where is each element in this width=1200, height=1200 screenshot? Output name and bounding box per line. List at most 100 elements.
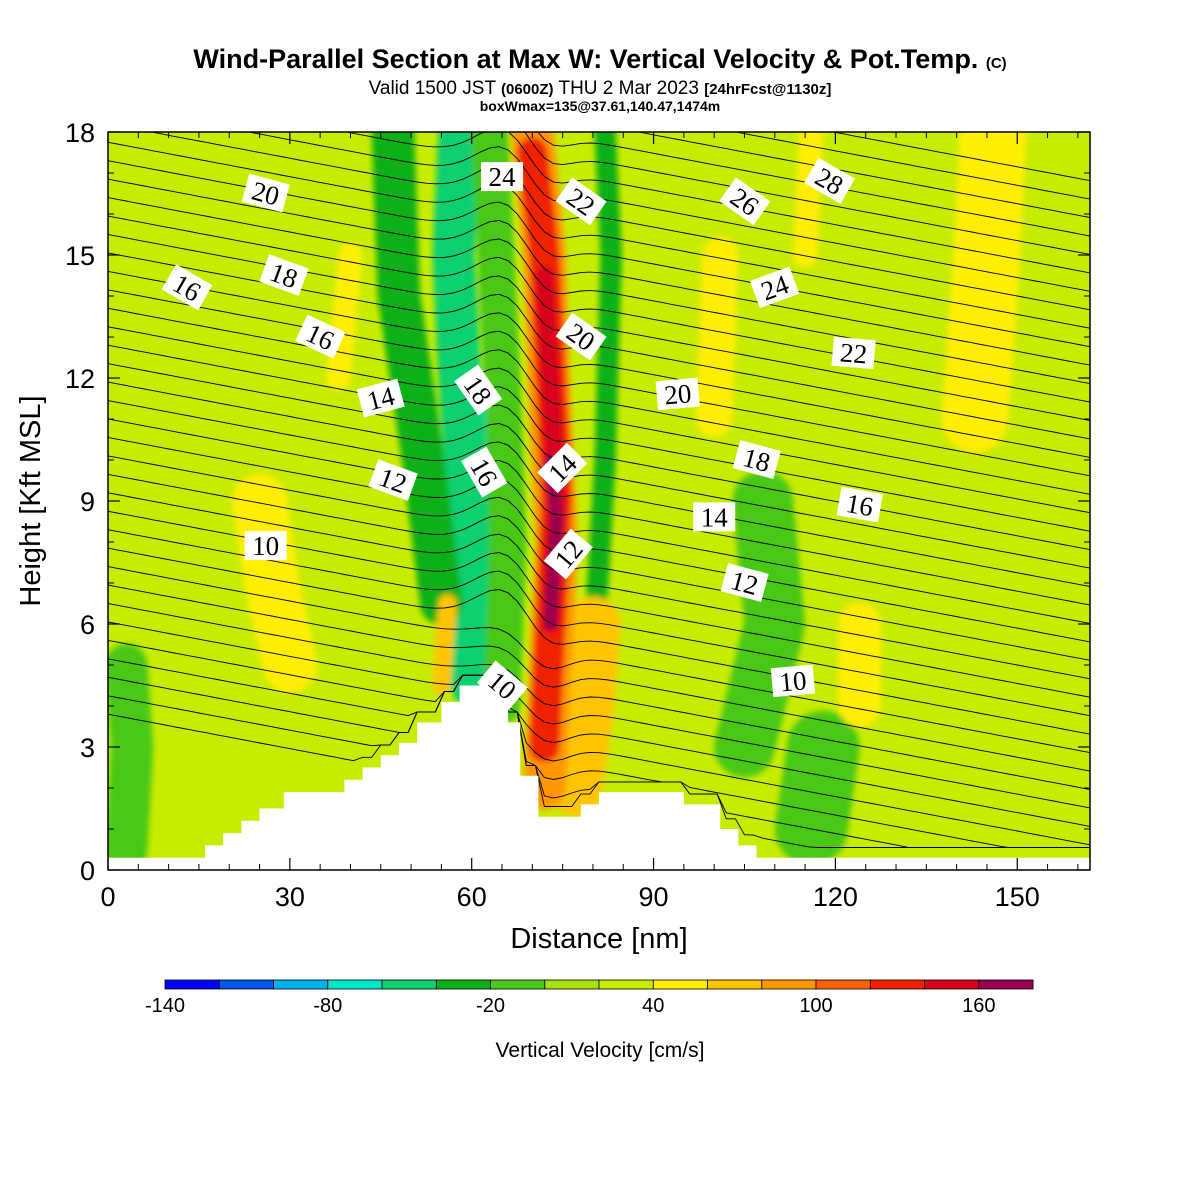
theta-contour-line [108, 436, 1090, 624]
contour-label-box [836, 486, 883, 523]
contour-label-18: 18 [732, 440, 781, 479]
y-tick-label: 6 [80, 610, 95, 640]
colorbar-bin [544, 979, 600, 990]
contour-label-box [476, 660, 528, 710]
contour-label-box [693, 502, 736, 532]
velocity-feature-6 [714, 470, 806, 778]
theta-contour-line [108, 674, 1090, 848]
contour-label-20: 20 [655, 377, 700, 411]
contour-label-14: 14 [693, 502, 736, 532]
x-axis-title: Distance [nm] [510, 923, 687, 955]
velocity-feature-14 [793, 132, 824, 268]
contour-label-box [655, 377, 700, 411]
contour-label-text: 20 [663, 378, 693, 410]
colorbar-bin [924, 979, 980, 990]
valid-time-line: Valid 1500 JST (0600Z) THU 2 Mar 2023 [2… [0, 79, 1200, 99]
colorbar-tick-label: -80 [313, 995, 342, 1017]
x-tick-label: 30 [275, 882, 305, 912]
contour-label-10: 10 [476, 660, 528, 710]
colorbar-bin [327, 979, 383, 990]
contour-label-18: 18 [454, 364, 503, 416]
contour-label-12: 12 [720, 563, 769, 602]
velocity-feature-4 [471, 132, 527, 725]
contour-label-box [720, 563, 769, 602]
theta-contour-line [108, 307, 1090, 495]
colorbar-title: Vertical Velocity [cm/s] [496, 1039, 705, 1062]
theta-contour-line [108, 141, 1090, 329]
colorbar-bin [815, 979, 871, 990]
contour-label-24: 24 [749, 266, 800, 309]
contour-label-text: 10 [252, 531, 279, 561]
chart-title-block: Wind-Parallel Section at Max W: Vertical… [0, 44, 1200, 113]
theta-contour-line [108, 418, 1090, 606]
colorbar-tick-label: 160 [962, 995, 995, 1017]
contour-label-text: 22 [839, 337, 869, 369]
theta-contour-layer [108, 132, 1090, 848]
theta-contour-line [108, 344, 1090, 532]
theta-contour-line [108, 326, 1090, 514]
contour-label-box [555, 177, 607, 226]
y-tick-label: 15 [65, 241, 95, 271]
copyright-mark: (C) [985, 55, 1007, 72]
contour-label-box [719, 177, 771, 226]
colorbar-tick-label: 40 [642, 995, 664, 1017]
colorbar-tick-label: -20 [476, 995, 505, 1017]
contour-label-12: 12 [368, 459, 418, 501]
contour-label-box [749, 266, 800, 309]
contour-label-box [461, 446, 508, 498]
theta-contour-line [108, 400, 1090, 587]
theta-contour-line [108, 178, 1090, 366]
theta-contour-line [108, 197, 1090, 385]
velocity-feature-8 [108, 643, 154, 870]
velocity-feature-15 [432, 594, 457, 695]
valid-utc-text: (0600Z) [501, 81, 554, 98]
contour-label-22: 22 [831, 336, 876, 370]
contour-label-box [259, 254, 309, 296]
contour-label-14: 14 [356, 378, 405, 418]
velocity-feature-7 [774, 710, 860, 866]
theta-contour-line [108, 584, 1090, 772]
chart-title-text: Wind-Parallel Section at Max W: Vertical… [193, 44, 979, 74]
colorbar: -140 -80 -20 40 100 160 [145, 979, 1034, 1017]
theta-contour-line [108, 566, 1090, 754]
theta-contour-line [108, 492, 1090, 680]
contour-label-box [244, 531, 287, 561]
theta-contour-line [108, 381, 1090, 569]
colorbar-bin [978, 979, 1034, 990]
contour-label-text: 14 [701, 502, 729, 532]
contour-label-text: 16 [844, 488, 876, 522]
theta-contour-line [108, 639, 1090, 827]
contour-label-text: 24 [489, 162, 517, 192]
contour-label-box [241, 173, 290, 213]
terrain-profile [108, 685, 1090, 870]
contour-label-box [804, 157, 855, 204]
y-tick-label: 12 [65, 364, 95, 394]
theta-contour-line [108, 473, 1090, 661]
x-tick-label: 0 [100, 882, 115, 912]
theta-contour-line [108, 270, 1090, 458]
velocity-feature-13 [696, 236, 739, 438]
colorbar-bin [490, 979, 546, 990]
colorbar-tick-label: -140 [145, 995, 185, 1017]
y-tick-label: 9 [80, 487, 95, 517]
colorbar-bin [273, 979, 329, 990]
contour-label-10: 10 [244, 531, 287, 561]
theta-contour-line [108, 674, 1090, 848]
contour-label-box [295, 314, 346, 359]
contour-label-box [543, 528, 593, 580]
x-tick-label: 90 [639, 882, 669, 912]
x-tick-label: 60 [457, 882, 487, 912]
theta-contour-line [108, 455, 1090, 643]
theta-contour-line [108, 363, 1090, 551]
x-tick-label: 120 [813, 882, 858, 912]
theta-contour-line [108, 529, 1090, 717]
colorbar-bin [218, 979, 275, 990]
contour-label-box [161, 264, 213, 311]
colorbar-bin [652, 979, 708, 990]
contour-label-box [732, 440, 781, 479]
chart-title: Wind-Parallel Section at Max W: Vertical… [0, 44, 1200, 79]
contour-label-box [537, 442, 588, 493]
